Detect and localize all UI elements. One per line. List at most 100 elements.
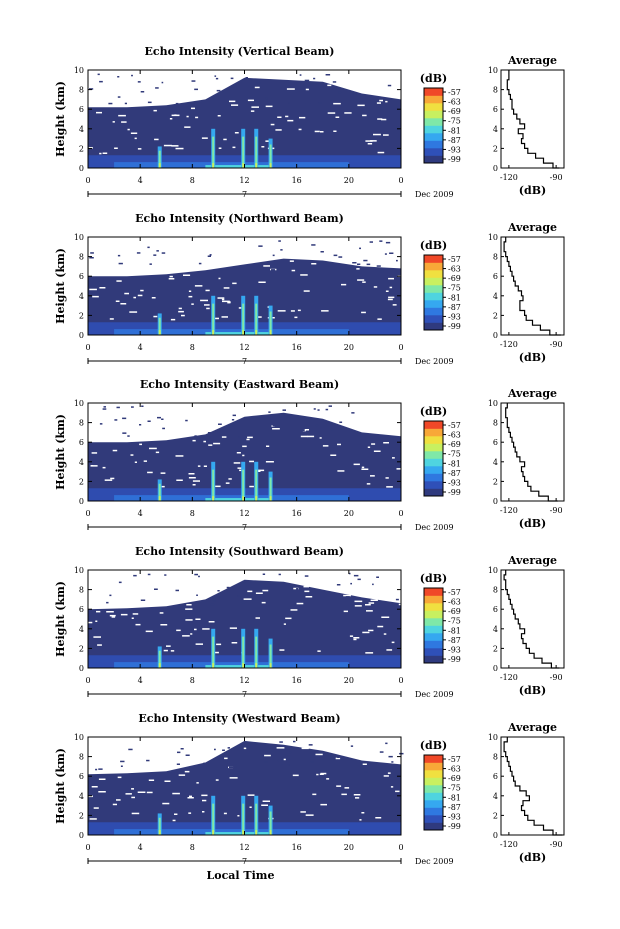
data-gap <box>216 643 222 646</box>
y-axis-label: Height (km) <box>54 248 67 324</box>
day-label: 7 <box>242 857 247 866</box>
echo-speck <box>325 408 329 411</box>
data-gap <box>353 794 361 796</box>
echo-speck <box>391 761 394 763</box>
echo-speck <box>147 420 151 422</box>
data-gap <box>300 435 308 438</box>
data-gap <box>361 812 365 814</box>
data-gap <box>286 88 295 90</box>
echo-speck <box>149 263 152 265</box>
data-gap <box>186 115 189 118</box>
x-tick-label: 16 <box>292 843 302 852</box>
echo-speck <box>272 425 277 427</box>
echo-speck <box>345 596 350 598</box>
echo-speck <box>288 102 290 104</box>
echo-speck <box>388 755 393 758</box>
echo-speck <box>299 74 302 76</box>
data-gap <box>330 454 337 456</box>
data-gap <box>137 791 146 793</box>
avg-y-tick-label: 10 <box>488 399 498 408</box>
x-tick-label: 8 <box>190 509 195 518</box>
colorbar-segment <box>424 148 443 156</box>
data-gap <box>143 460 147 462</box>
data-gap <box>112 803 117 806</box>
echo-speck <box>218 423 222 425</box>
data-gap <box>206 307 210 310</box>
echo-speck <box>146 759 150 762</box>
echo-speck <box>89 88 94 90</box>
precip-spike-base <box>212 663 215 668</box>
echo-speck <box>351 412 355 414</box>
echo-speck <box>246 746 250 748</box>
data-gap <box>237 467 243 469</box>
echo-speck <box>348 572 351 575</box>
echo-speck <box>372 583 374 586</box>
echo-speck <box>256 82 261 84</box>
echo-speck <box>99 80 103 83</box>
data-gap <box>88 147 93 149</box>
avg-x-label: (dB) <box>519 684 546 697</box>
echo-speck <box>140 599 146 601</box>
avg-x-label: (dB) <box>519 351 546 364</box>
colorbar-tick-label: -87 <box>448 803 461 812</box>
echo-speck <box>108 102 113 105</box>
y-tick-label: 0 <box>79 164 84 173</box>
avg-x-tick-label: -120 <box>500 840 518 849</box>
data-gap <box>300 811 306 813</box>
data-gap <box>163 144 172 147</box>
precip-spike-core <box>255 469 258 501</box>
echo-speck <box>241 601 246 604</box>
echo-speck <box>373 268 377 270</box>
echo-speck <box>338 91 342 94</box>
y-tick-label: 6 <box>79 605 84 614</box>
data-gap <box>264 754 271 757</box>
echo-speck <box>114 419 118 421</box>
echo-speck <box>389 252 394 254</box>
echo-speck <box>379 270 384 273</box>
echo-speck <box>251 267 255 270</box>
data-gap <box>379 99 383 102</box>
echo-speck <box>162 427 165 430</box>
avg-y-tick-label: 4 <box>493 792 498 801</box>
avg-y-tick-label: 10 <box>488 233 498 242</box>
x-tick-label: 16 <box>292 676 302 685</box>
data-gap <box>377 151 385 154</box>
echo-speck <box>313 408 316 410</box>
echo-speck <box>194 435 197 437</box>
colorbar-segment <box>424 595 443 604</box>
x-tick-label: 12 <box>239 176 249 185</box>
data-gap <box>381 118 387 121</box>
colorbar-tick-label: -75 <box>448 784 461 793</box>
echo-speck <box>216 89 221 92</box>
echo-speck <box>99 423 103 425</box>
data-gap <box>184 126 191 128</box>
data-gap <box>289 260 294 262</box>
data-gap <box>279 649 285 651</box>
echo-speck <box>245 77 248 79</box>
avg-y-tick-label: 0 <box>493 331 498 340</box>
data-gap <box>189 795 192 798</box>
data-gap <box>221 316 228 318</box>
data-gap <box>218 147 222 149</box>
y-tick-label: 0 <box>79 497 84 506</box>
data-gap <box>366 483 371 485</box>
avg-x-tick-label: -120 <box>500 673 518 682</box>
y-tick-label: 0 <box>79 831 84 840</box>
echo-speck <box>313 77 316 80</box>
data-gap <box>109 318 114 320</box>
echo-speck <box>304 575 309 577</box>
echo-speck <box>120 760 125 763</box>
avg-y-tick-label: 6 <box>493 105 498 114</box>
echo-speck <box>229 766 234 769</box>
echo-speck <box>325 74 331 76</box>
precip-spike-core <box>269 644 272 668</box>
data-gap <box>125 793 132 795</box>
echo-speck <box>198 262 202 265</box>
echo-speck <box>137 81 141 83</box>
average-frame <box>500 69 565 169</box>
avg-x-label: (dB) <box>519 184 546 197</box>
x-tick-label: 4 <box>138 509 143 518</box>
average-frame <box>500 236 565 336</box>
echo-speck <box>191 80 196 82</box>
data-gap <box>188 477 196 479</box>
